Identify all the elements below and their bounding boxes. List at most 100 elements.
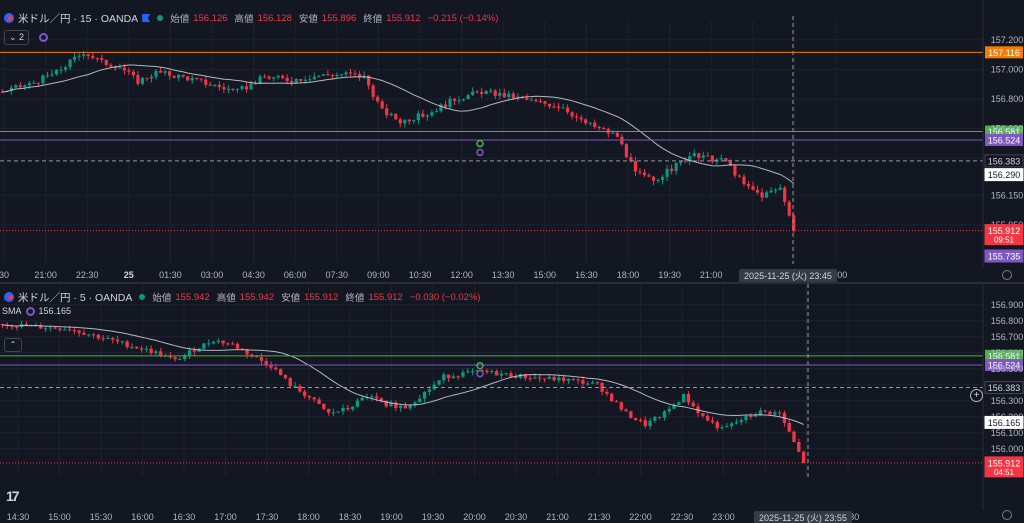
candle-body (437, 380, 441, 385)
candle-body (115, 339, 120, 342)
candle-body (73, 56, 77, 60)
candle-body (662, 411, 667, 418)
candle-body (122, 67, 126, 71)
close-value: 155.912 (386, 12, 421, 24)
candle-body (163, 71, 167, 73)
price-label: 155.735 (988, 252, 1021, 262)
candle-body (769, 190, 773, 193)
high-value: 156.128 (257, 12, 292, 24)
y-tick-label: 156.900 (991, 300, 1024, 310)
candle-body (222, 87, 226, 90)
symbol-title[interactable]: 米ドル／円 · 15 · OANDA (18, 12, 139, 25)
candle-body (746, 184, 751, 187)
settings-gear-icon[interactable] (39, 33, 49, 42)
high-label: 高値 (234, 14, 254, 25)
candle-body (317, 75, 321, 77)
candle-body (523, 374, 528, 379)
y-tick-label: 156.300 (991, 396, 1024, 406)
sma-legend[interactable]: SMA 156.165 (2, 306, 71, 316)
candle-body (262, 76, 267, 78)
add-alert-plus-icon[interactable]: + (970, 389, 983, 402)
chart-pane-15m[interactable]: 157.116 156.581 156.524 157.200 157.000 156.8… (0, 0, 1024, 283)
candle-body (186, 76, 190, 81)
candle-body (58, 328, 62, 331)
x-tick-label: 23:00 (712, 512, 735, 522)
candle-body (389, 402, 393, 407)
price-tag-label: 156.524 (988, 360, 1021, 370)
candle-body (665, 168, 669, 177)
candle-body (39, 325, 43, 329)
sma-settings-icon[interactable] (25, 306, 35, 316)
candle-body (480, 92, 484, 94)
candle-body (149, 348, 153, 354)
bookmark-flag-icon[interactable] (142, 14, 151, 22)
candle-body (581, 380, 585, 384)
candle-body (451, 376, 456, 379)
candle-body (624, 144, 628, 158)
sma-line (2, 324, 804, 425)
candle-body (231, 88, 235, 90)
candle-body (543, 101, 547, 104)
symbol-title[interactable]: 米ドル／円 · 5 · OANDA (18, 291, 133, 304)
axis-settings-icon[interactable] (1002, 270, 1012, 280)
candle-body (475, 91, 479, 93)
candle-body (67, 329, 72, 331)
candle-body (701, 155, 705, 158)
candle-body (139, 348, 144, 350)
candle-body (656, 180, 660, 182)
candle-body (570, 112, 574, 117)
candle-body (629, 157, 633, 162)
candle-body (511, 93, 515, 99)
candle-body (303, 79, 307, 81)
axis-settings-icon[interactable] (1002, 510, 1012, 520)
price-tag-bg (985, 46, 1023, 59)
candle-body (792, 215, 796, 231)
candle-body (120, 341, 125, 343)
candle-body (317, 399, 321, 404)
candle-body (140, 77, 145, 84)
candle-body (357, 73, 362, 78)
candle-body (335, 74, 339, 77)
candle-body (710, 155, 714, 162)
candle-body (294, 78, 298, 83)
candle-body (427, 389, 432, 392)
candle-body (231, 343, 235, 345)
close-label: 終値 (345, 293, 365, 304)
candle-body (322, 403, 326, 409)
sma-value: 156.165 (38, 306, 72, 316)
candle-body (783, 187, 787, 202)
candle-body (422, 391, 427, 399)
candle-body (308, 79, 312, 81)
candle-body (787, 201, 791, 216)
symbol-flag-icon (4, 292, 14, 302)
candle-body (240, 348, 244, 350)
candle-body (525, 97, 529, 100)
chart-pane-5m[interactable]: 156.581 156.524 156.900 156.800 156.700 156.6… (0, 284, 1024, 523)
x-tick-label: 21:00 (34, 270, 57, 280)
indicators-count-button[interactable]: ⌄ 2 (4, 30, 30, 45)
candle-body (290, 80, 294, 83)
candle-body (595, 382, 599, 384)
candle-body (461, 372, 465, 377)
x-tick-label: 18:00 (297, 512, 320, 522)
legend-15m: 米ドル／円 · 15 · OANDA 始値 156.126 高値 156.128… (4, 10, 501, 26)
candle-body (753, 415, 758, 417)
tradingview-logo-icon[interactable]: 17 (6, 488, 20, 504)
collapse-legend-button[interactable]: ⌃ (4, 338, 22, 352)
candle-body (77, 330, 81, 333)
candle-body (158, 70, 163, 73)
pane-divider[interactable] (0, 282, 1024, 284)
x-tick-label: 18:30 (339, 512, 362, 522)
candle-body (590, 382, 595, 384)
candle-body (253, 83, 258, 85)
x-tick-label: 04:30 (242, 270, 265, 280)
candle-body (380, 101, 384, 109)
candle-body (336, 411, 340, 413)
candle-body (556, 106, 561, 108)
x-tick-label: 21:00 (700, 270, 723, 280)
candle-body (588, 122, 592, 124)
candle-body (154, 351, 158, 354)
candle-body (50, 74, 54, 76)
